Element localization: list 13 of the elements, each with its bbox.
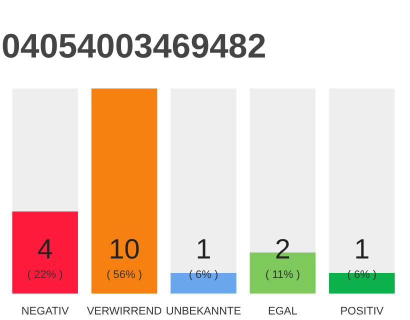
chart-title: 04054003469482	[2, 28, 266, 66]
data-label: 1	[354, 233, 370, 264]
data-label: 1	[196, 233, 212, 264]
x-tick-label: POSITIV	[340, 306, 384, 318]
x-tick-label: VERWIRREND	[86, 306, 162, 318]
annotation: ( 11% )	[265, 269, 300, 282]
annotation: ( 22% )	[27, 269, 63, 282]
x-tick-label: NEGATIV	[21, 306, 70, 318]
annotation: ( 56% )	[106, 269, 142, 282]
x-tick-label: EGAL	[268, 306, 298, 318]
x-tick-label: UNBEKANNTE	[166, 306, 242, 318]
data-label: 10	[108, 233, 140, 264]
data-label: 4	[37, 233, 53, 264]
